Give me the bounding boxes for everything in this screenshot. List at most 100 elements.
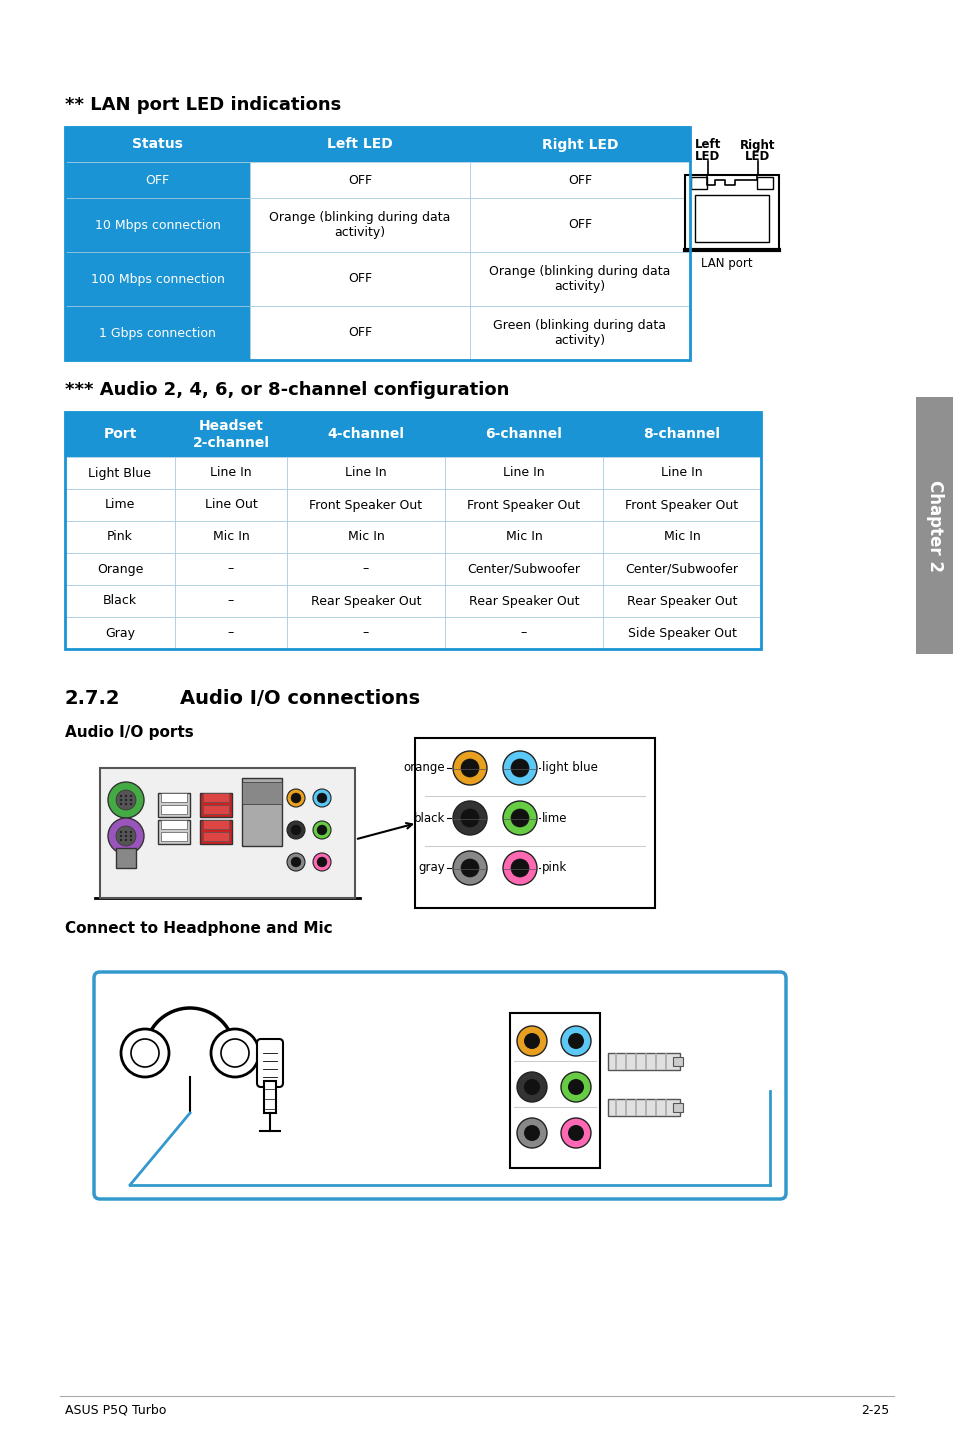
Text: Audio I/O connections: Audio I/O connections xyxy=(180,689,419,709)
Bar xyxy=(444,521,602,554)
Bar xyxy=(470,306,689,360)
Circle shape xyxy=(121,1030,169,1077)
Text: Orange: Orange xyxy=(96,562,143,575)
Bar xyxy=(602,521,760,554)
Circle shape xyxy=(287,789,305,807)
Text: Headset
2-channel: Headset 2-channel xyxy=(193,420,269,450)
Text: –: – xyxy=(228,594,233,607)
Text: –: – xyxy=(362,627,369,640)
Bar xyxy=(690,177,706,188)
Bar xyxy=(65,252,250,306)
Bar xyxy=(602,489,760,521)
Circle shape xyxy=(502,851,537,884)
Bar xyxy=(672,1103,682,1112)
Text: 2-25: 2-25 xyxy=(860,1403,888,1416)
Text: Rear Speaker Out: Rear Speaker Out xyxy=(468,594,578,607)
Circle shape xyxy=(316,857,327,867)
FancyBboxPatch shape xyxy=(256,1040,283,1087)
Text: Line Out: Line Out xyxy=(204,499,257,512)
Bar xyxy=(287,457,444,489)
Text: Pink: Pink xyxy=(107,531,132,544)
Text: Line In: Line In xyxy=(502,466,544,479)
Text: Orange (blinking during data
activity): Orange (blinking during data activity) xyxy=(269,211,450,239)
Bar xyxy=(287,585,444,617)
Circle shape xyxy=(511,810,529,827)
Bar xyxy=(158,792,190,817)
Circle shape xyxy=(523,1032,539,1048)
Text: Lime: Lime xyxy=(105,499,135,512)
Bar xyxy=(203,792,229,802)
Circle shape xyxy=(316,792,327,802)
Bar xyxy=(174,413,287,457)
Bar xyxy=(200,792,232,817)
Text: OFF: OFF xyxy=(348,272,372,286)
Bar xyxy=(203,805,229,814)
Text: Right LED: Right LED xyxy=(541,138,618,151)
Text: gray: gray xyxy=(417,861,444,874)
Bar xyxy=(161,805,187,814)
Bar xyxy=(65,489,174,521)
Text: LED: LED xyxy=(744,151,770,164)
Bar xyxy=(242,782,282,804)
Circle shape xyxy=(291,792,301,802)
Text: pink: pink xyxy=(541,861,567,874)
Text: Side Speaker Out: Side Speaker Out xyxy=(627,627,736,640)
Circle shape xyxy=(130,838,132,841)
Bar xyxy=(161,820,187,828)
Bar xyxy=(65,521,174,554)
Bar xyxy=(602,457,760,489)
Bar xyxy=(607,1099,679,1116)
Text: 4-channel: 4-channel xyxy=(327,427,404,441)
Text: Chapter 2: Chapter 2 xyxy=(925,479,943,571)
Circle shape xyxy=(125,795,127,797)
Circle shape xyxy=(523,1125,539,1140)
Bar xyxy=(250,127,470,162)
Bar xyxy=(444,554,602,585)
Circle shape xyxy=(130,795,132,797)
Circle shape xyxy=(511,759,529,777)
Bar xyxy=(65,457,174,489)
Text: Front Speaker Out: Front Speaker Out xyxy=(309,499,422,512)
Bar xyxy=(444,457,602,489)
Bar xyxy=(161,833,187,841)
Circle shape xyxy=(453,801,486,835)
Text: ASUS P5Q Turbo: ASUS P5Q Turbo xyxy=(65,1403,166,1416)
Text: Rear Speaker Out: Rear Speaker Out xyxy=(626,594,737,607)
Bar xyxy=(161,792,187,802)
Bar xyxy=(203,820,229,828)
Bar xyxy=(200,820,232,844)
Circle shape xyxy=(120,798,122,801)
Bar xyxy=(602,554,760,585)
Text: Left LED: Left LED xyxy=(327,138,393,151)
Text: Green (blinking during data
activity): Green (blinking during data activity) xyxy=(493,319,666,347)
Circle shape xyxy=(211,1030,258,1077)
Bar xyxy=(470,127,689,162)
Text: 8-channel: 8-channel xyxy=(643,427,720,441)
Bar xyxy=(203,833,229,841)
Text: 100 Mbps connection: 100 Mbps connection xyxy=(91,272,224,286)
Circle shape xyxy=(511,858,529,877)
Bar xyxy=(250,198,470,252)
Bar xyxy=(65,617,174,649)
Text: Center/Subwoofer: Center/Subwoofer xyxy=(625,562,738,575)
Circle shape xyxy=(125,838,127,841)
Text: Audio I/O ports: Audio I/O ports xyxy=(65,726,193,741)
Circle shape xyxy=(130,831,132,833)
Circle shape xyxy=(460,810,478,827)
Bar xyxy=(287,521,444,554)
Text: Mic In: Mic In xyxy=(347,531,384,544)
Circle shape xyxy=(517,1071,546,1102)
Text: OFF: OFF xyxy=(348,174,372,187)
Circle shape xyxy=(125,802,127,805)
Text: Connect to Headphone and Mic: Connect to Headphone and Mic xyxy=(65,920,333,936)
Circle shape xyxy=(316,825,327,835)
Text: Line In: Line In xyxy=(210,466,252,479)
Text: –: – xyxy=(228,562,233,575)
Text: Mic In: Mic In xyxy=(213,531,249,544)
Circle shape xyxy=(560,1025,590,1055)
Bar xyxy=(470,198,689,252)
Bar xyxy=(684,175,779,250)
Text: Light Blue: Light Blue xyxy=(89,466,152,479)
Bar xyxy=(602,585,760,617)
Circle shape xyxy=(116,789,136,810)
